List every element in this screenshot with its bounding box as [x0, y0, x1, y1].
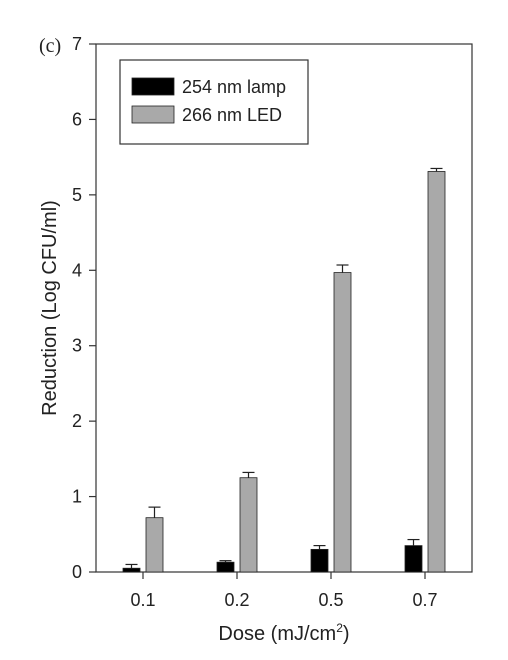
plot-area	[95, 43, 473, 573]
x-tick-label: 0.7	[412, 590, 437, 610]
x-axis-label: Dose (mJ/cm2)	[218, 621, 349, 645]
bar-266nm-led	[427, 171, 446, 573]
bar-254nm-lamp	[216, 561, 235, 573]
legend-swatch	[131, 77, 175, 96]
y-tick-label: 6	[72, 109, 82, 129]
x-tick-label: 0.2	[224, 590, 249, 610]
bar-266nm-led	[239, 477, 258, 573]
bar-266nm-led	[333, 272, 352, 573]
legend-label: 254 nm lamp	[182, 77, 286, 97]
legend: 254 nm lamp 266 nm LED	[119, 59, 309, 145]
y-axis-label: Reduction (Log CFU/ml)	[39, 200, 61, 416]
bars	[122, 167, 446, 573]
bar-254nm-lamp	[122, 567, 141, 573]
y-tick-label: 1	[72, 487, 82, 507]
bar-254nm-lamp	[310, 548, 329, 573]
y-tick-label: 0	[72, 562, 82, 582]
panel-label: (c)	[39, 35, 61, 57]
bar-266nm-led	[145, 517, 164, 573]
x-tick-label: 0.1	[130, 590, 155, 610]
legend-box	[119, 59, 309, 145]
y-tick-label: 4	[72, 260, 82, 280]
y-tick-label: 5	[72, 185, 82, 205]
bar-254nm-lamp	[404, 545, 423, 573]
legend-swatch	[131, 105, 175, 124]
x-axis: 0.1 0.2 0.5 0.7	[130, 572, 438, 610]
x-axis-label-close: )	[343, 623, 350, 645]
y-tick-label: 3	[72, 336, 82, 356]
y-tick-label: 2	[72, 411, 82, 431]
x-axis-label-text: Dose (mJ/cm	[218, 623, 336, 645]
legend-label: 266 nm LED	[182, 105, 282, 125]
y-tick-label: 7	[72, 34, 82, 54]
x-axis-label-superscript: 2	[336, 621, 343, 635]
x-tick-label: 0.5	[318, 590, 343, 610]
y-axis: 0 1 2 3 4 5 6 7	[72, 34, 96, 582]
